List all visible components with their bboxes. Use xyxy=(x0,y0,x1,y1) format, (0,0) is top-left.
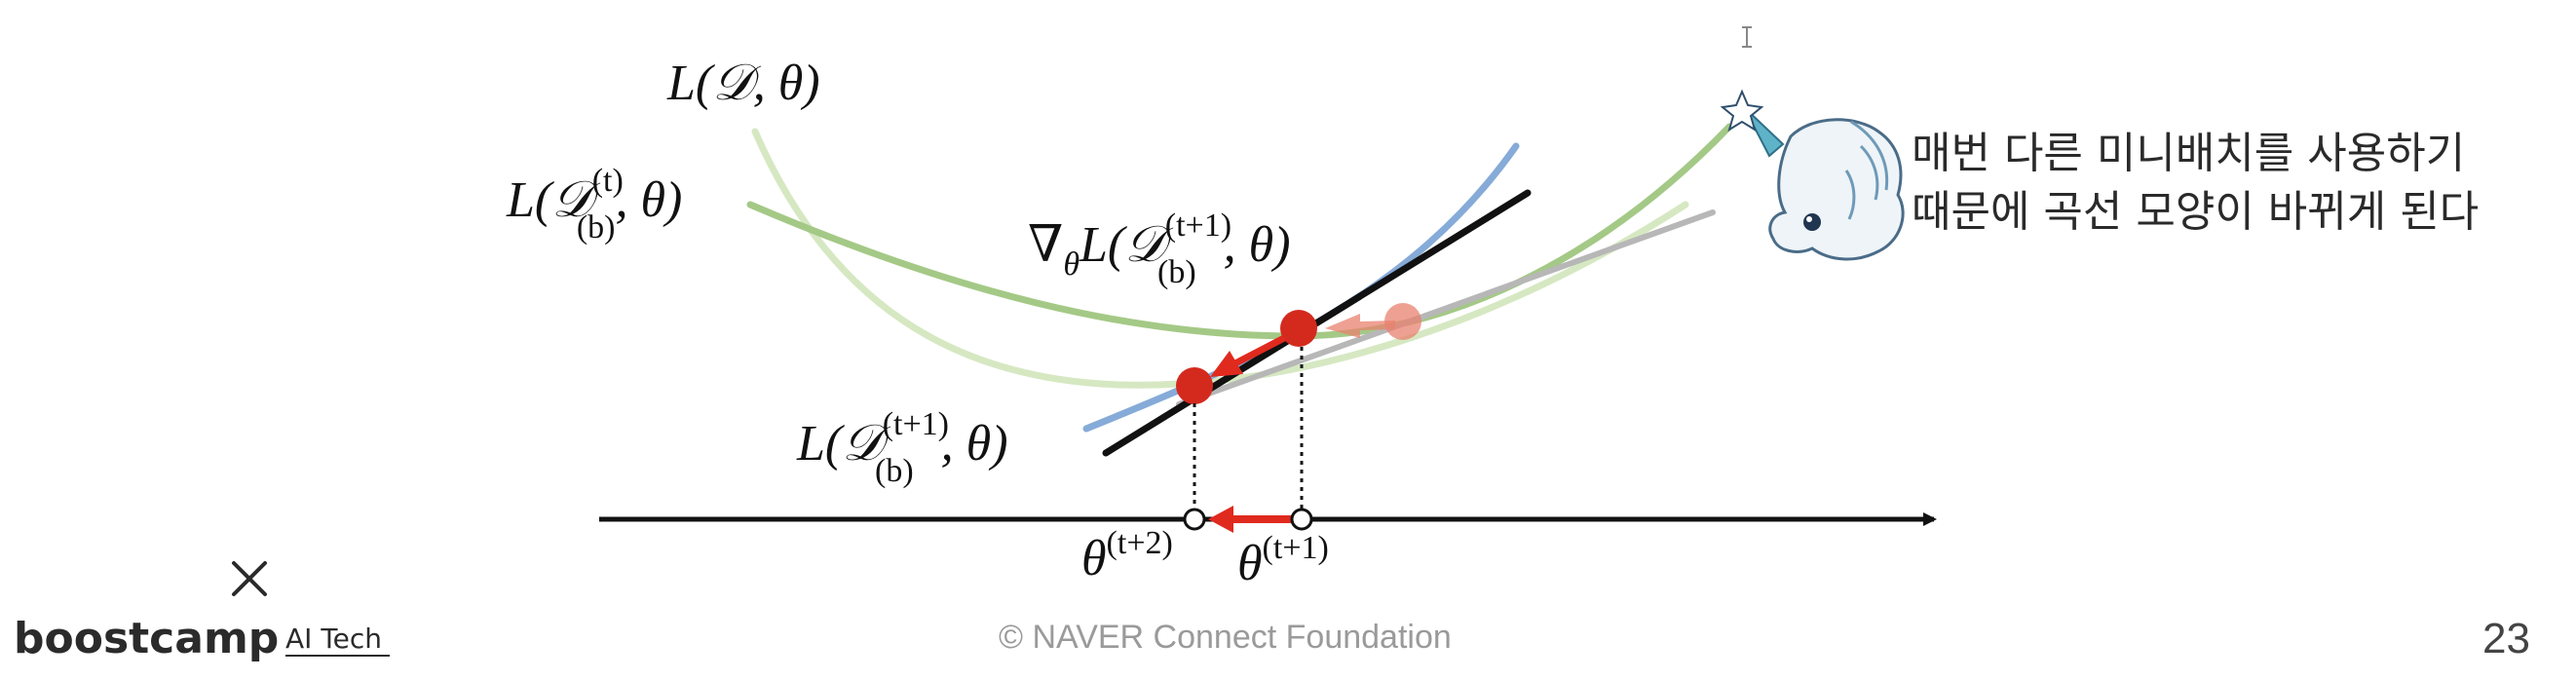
step-arrow-head xyxy=(1210,351,1243,377)
footer-copyright: © NAVER Connect Foundation xyxy=(999,619,1452,656)
label-loss-batch-t: L(𝒟(t) (b), θ) xyxy=(506,163,682,246)
axis-step-arrow-head xyxy=(1208,506,1233,533)
gradient-tangent-line xyxy=(1102,189,1532,457)
brand-boostcamp: boostcamp xyxy=(14,614,279,663)
label-loss-batch-t1: L(𝒟(t+1) (b), θ) xyxy=(796,406,1008,489)
axis-point-theta-t2 xyxy=(1183,508,1206,531)
close-x-icon xyxy=(232,561,267,596)
faded-arrow xyxy=(1325,314,1395,338)
point-theta-t1-on-curve xyxy=(1280,310,1317,347)
gray-tangent-line xyxy=(1176,209,1716,407)
label-loss-full: L(𝒟, θ) xyxy=(666,56,820,111)
label-theta-t2: θ(t+2) xyxy=(1081,525,1173,586)
note-line-2: 때문에 곡선 모양이 바뀌게 된다 xyxy=(1912,187,2479,237)
note-line-1: 매번 다른 미니배치를 사용하기 xyxy=(1912,129,2465,178)
label-gradient: ∇θL(𝒟(t+1) (b), θ) xyxy=(1028,208,1291,290)
step-arrow-shaft xyxy=(1233,334,1286,367)
axis-point-theta-t1 xyxy=(1290,508,1313,531)
point-theta-t2-on-curve xyxy=(1176,367,1213,404)
label-theta-t1: θ(t+1) xyxy=(1237,530,1329,591)
unicorn-mascot-icon xyxy=(1720,89,1905,261)
text-cursor-icon xyxy=(1742,26,1752,48)
faded-point xyxy=(1384,303,1421,340)
page-number: 23 xyxy=(2482,615,2530,662)
brand-ai-tech: AI Tech xyxy=(285,623,382,655)
curve-full-loss xyxy=(751,128,1689,389)
